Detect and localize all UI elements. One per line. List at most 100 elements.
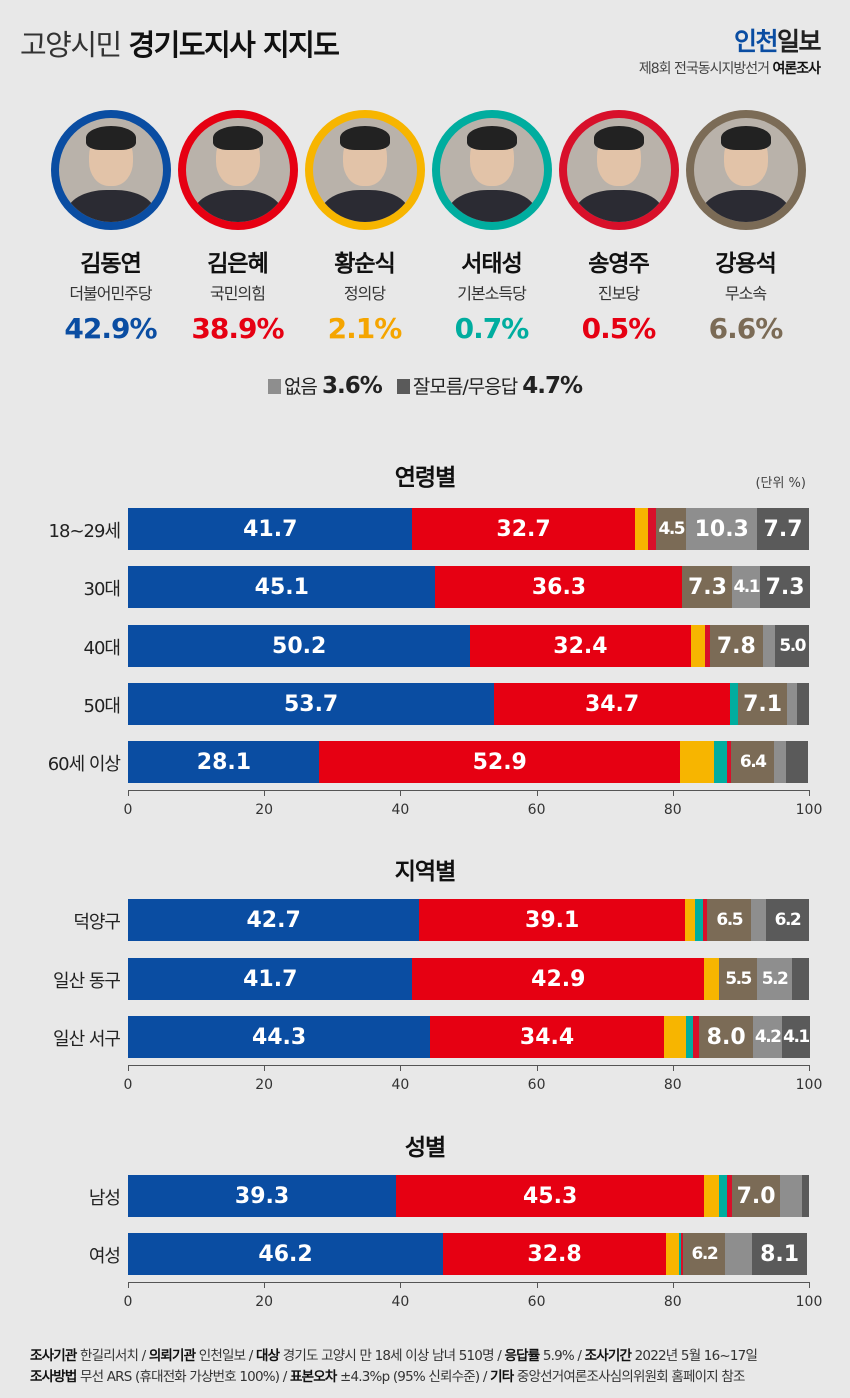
x-tick bbox=[809, 1282, 810, 1288]
data-label: 46.2 bbox=[258, 1241, 313, 1267]
bar-segment bbox=[719, 1175, 728, 1217]
x-tick bbox=[536, 1065, 538, 1071]
separator: / bbox=[573, 1348, 585, 1364]
separator: / bbox=[479, 1369, 491, 1385]
candidate-name: 강용석 bbox=[715, 251, 776, 277]
photo-bg bbox=[566, 118, 671, 222]
bar-segment: 6.2 bbox=[766, 899, 809, 941]
candidate-name: 송영주 bbox=[588, 251, 649, 277]
row-label: 여성 bbox=[88, 1246, 121, 1267]
bar-segment bbox=[785, 741, 809, 783]
dk-swatch-icon bbox=[396, 379, 410, 394]
x-tick-label: 100 bbox=[795, 1294, 823, 1310]
bar-segment: 5.2 bbox=[756, 958, 793, 1000]
candidate-party: 더불어민주당 bbox=[69, 284, 152, 303]
photo-hair bbox=[339, 126, 390, 150]
candidate-card: 황순식 정의당 2.1% bbox=[301, 110, 428, 345]
data-label: 5.0 bbox=[779, 636, 806, 656]
x-tick bbox=[809, 790, 810, 796]
bar-segment bbox=[678, 1233, 682, 1275]
bar-segment bbox=[647, 508, 657, 550]
candidate-card: 송영주 진보당 0.5% bbox=[555, 110, 682, 345]
bar-segment: 39.3 bbox=[128, 1175, 397, 1217]
bar-segment: 5.0 bbox=[774, 625, 810, 667]
footer-key: 조사방법 bbox=[30, 1369, 77, 1385]
bar-segment: 45.1 bbox=[128, 566, 436, 608]
bar-segment: 32.4 bbox=[469, 625, 691, 667]
bar-segment: 6.4 bbox=[730, 741, 775, 783]
row-label: 일산 동구 bbox=[53, 971, 121, 992]
x-tick-label: 100 bbox=[795, 1077, 823, 1093]
bar-segment: 34.7 bbox=[493, 683, 731, 725]
data-label: 4.2 bbox=[754, 1027, 782, 1047]
candidate-photo bbox=[177, 110, 298, 230]
candidate-party: 정의당 bbox=[343, 284, 386, 303]
x-tick bbox=[128, 1065, 129, 1071]
row-label: 덕양구 bbox=[73, 912, 121, 933]
footer-value: 2022년 5월 16~17일 bbox=[631, 1348, 758, 1364]
x-tick-label: 40 bbox=[391, 1294, 410, 1310]
bar-segment: 7.0 bbox=[732, 1175, 781, 1217]
bar-segment: 32.8 bbox=[442, 1233, 667, 1275]
data-label: 41.7 bbox=[243, 966, 298, 992]
x-tick-label: 80 bbox=[663, 802, 682, 818]
x-tick bbox=[400, 1065, 402, 1071]
bar-segment: 50.2 bbox=[128, 625, 471, 667]
bar-segment: 10.3 bbox=[686, 508, 758, 550]
x-tick bbox=[264, 1065, 266, 1071]
x-tick bbox=[128, 1282, 129, 1288]
data-label: 45.1 bbox=[254, 574, 309, 600]
photo-body bbox=[66, 190, 155, 222]
data-label: 7.3 bbox=[765, 574, 805, 600]
bar-segment bbox=[730, 683, 739, 725]
data-label: 6.2 bbox=[691, 1244, 719, 1264]
data-label: 39.3 bbox=[234, 1183, 290, 1209]
data-label: 28.1 bbox=[196, 749, 252, 775]
x-tick bbox=[264, 1282, 266, 1288]
separator: / bbox=[279, 1369, 290, 1385]
photo-hair bbox=[85, 126, 136, 150]
bar-segment bbox=[686, 1016, 694, 1058]
separator: / bbox=[138, 1348, 149, 1364]
x-tick bbox=[536, 1282, 538, 1288]
data-label: 7.3 bbox=[687, 574, 727, 600]
photo-body bbox=[574, 190, 663, 222]
footer-value: 경기도 고양시 만 18세 이상 남녀 510명 bbox=[279, 1348, 495, 1364]
x-axis bbox=[128, 790, 809, 791]
bar-segment bbox=[791, 958, 810, 1000]
subtitle: 제8회 전국동시지방선거 여론조사 bbox=[638, 61, 821, 77]
footer-value: 중앙선거여론조사심의위원회 홈페이지 참조 bbox=[513, 1369, 746, 1385]
photo-hair bbox=[212, 126, 263, 150]
candidate-photo bbox=[685, 110, 806, 230]
footer-key: 조사기간 bbox=[584, 1348, 632, 1364]
bar-segment: 7.3 bbox=[682, 566, 733, 608]
bar-segment bbox=[725, 1233, 753, 1275]
bar-segment: 6.5 bbox=[706, 899, 752, 941]
bar-segment: 28.1 bbox=[128, 741, 320, 783]
footer-key: 응답률 bbox=[504, 1348, 540, 1364]
page-title: 고양시민 경기도지사 지지도 bbox=[20, 28, 340, 62]
photo-hair bbox=[593, 126, 644, 150]
bar-segment bbox=[751, 899, 767, 941]
bar-segment bbox=[801, 1175, 809, 1217]
x-tick-label: 20 bbox=[255, 1294, 274, 1310]
bar-segment bbox=[726, 1175, 733, 1217]
bar-segment bbox=[692, 1016, 700, 1058]
separator: / bbox=[245, 1348, 257, 1364]
photo-hair bbox=[466, 126, 517, 150]
none-swatch-icon bbox=[267, 379, 281, 394]
candidate-name: 김동연 bbox=[80, 251, 141, 277]
data-label: 6.2 bbox=[774, 910, 802, 930]
bar-segment: 5.5 bbox=[719, 958, 758, 1000]
x-tick bbox=[672, 790, 674, 796]
photo-bg bbox=[439, 118, 544, 222]
candidate-photo bbox=[50, 110, 171, 230]
bar-segment: 53.7 bbox=[128, 683, 495, 725]
bar-segment bbox=[704, 625, 711, 667]
bar-segment: 4.1 bbox=[781, 1016, 810, 1058]
others-legend: 없음 3.6% 잘모름/무응답 4.7% bbox=[0, 372, 850, 399]
x-tick bbox=[672, 1282, 674, 1288]
bar-segment: 6.2 bbox=[683, 1233, 726, 1275]
bar-segment: 44.3 bbox=[128, 1016, 431, 1058]
candidate-pct: 6.6% bbox=[708, 312, 784, 345]
